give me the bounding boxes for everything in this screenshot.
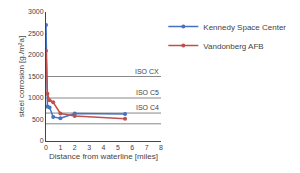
svg-text:0: 0 (44, 144, 48, 151)
svg-text:Kennedy Space Center: Kennedy Space Center (203, 23, 286, 32)
svg-text:2: 2 (73, 144, 77, 151)
svg-text:6: 6 (130, 144, 134, 151)
svg-text:4: 4 (102, 144, 106, 151)
svg-text:1: 1 (58, 144, 62, 151)
svg-text:ISO C5: ISO C5 (136, 89, 159, 96)
svg-text:2500: 2500 (28, 30, 44, 37)
svg-text:steel corrosion [g./m²a]: steel corrosion [g./m²a] (17, 36, 26, 117)
svg-text:Vandonberg AFB: Vandonberg AFB (203, 42, 263, 51)
svg-text:ISO CX: ISO CX (135, 68, 159, 75)
svg-text:3000: 3000 (28, 8, 44, 15)
svg-text:1500: 1500 (28, 73, 44, 80)
svg-text:500: 500 (32, 116, 44, 123)
svg-text:5: 5 (116, 144, 120, 151)
svg-text:0: 0 (40, 137, 44, 144)
svg-text:2000: 2000 (28, 51, 44, 58)
svg-text:Distance from waterline [miles: Distance from waterline [miles] (49, 152, 158, 161)
svg-text:1000: 1000 (28, 94, 44, 101)
svg-text:8: 8 (159, 144, 163, 151)
svg-text:7: 7 (145, 144, 149, 151)
svg-text:ISO C4: ISO C4 (136, 104, 159, 111)
svg-text:3: 3 (87, 144, 91, 151)
